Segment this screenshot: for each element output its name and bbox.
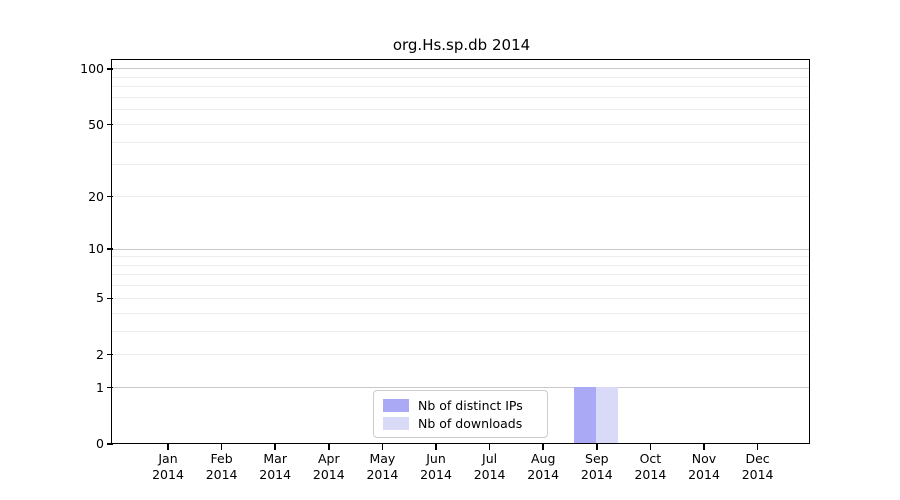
plot-area (111, 59, 811, 445)
gridline-minor (112, 196, 810, 198)
x-tick (167, 444, 169, 450)
gridline-major (112, 387, 810, 389)
x-tick-year: 2014 (259, 467, 292, 482)
x-tick-month: Apr (317, 451, 340, 466)
gridline-minor (112, 141, 810, 143)
x-tick-year: 2014 (634, 467, 667, 482)
x-tick-label: Apr 2014 (297, 451, 361, 483)
gridline-minor (112, 164, 810, 166)
y-tick (107, 68, 113, 70)
y-tick-label: 50 (88, 116, 104, 132)
gridline-major (112, 68, 810, 70)
x-tick (328, 444, 330, 450)
y-tick-label: 20 (88, 188, 104, 204)
legend-swatch-downloads (383, 416, 409, 430)
gridline-minor (112, 256, 810, 258)
x-tick (703, 444, 705, 450)
x-tick-year: 2014 (152, 467, 184, 482)
x-tick-year: 2014 (366, 467, 399, 482)
gridline-minor (112, 285, 810, 287)
legend-swatch-distinct-ips (383, 398, 409, 412)
x-tick-year: 2014 (741, 467, 774, 482)
x-tick-year: 2014 (205, 467, 238, 482)
x-tick-month: Feb (210, 451, 233, 466)
bar-distinct-ips (574, 387, 597, 444)
x-tick-label: Mar 2014 (243, 451, 307, 483)
x-tick-month: Nov (691, 451, 717, 466)
x-tick-month: Sep (585, 451, 609, 466)
x-tick-month: Mar (263, 451, 287, 466)
y-tick (107, 248, 113, 250)
gridline-minor (112, 76, 810, 78)
y-tick (107, 123, 113, 126)
legend-item-distinct-ips: Nb of distinct IPs (383, 398, 547, 413)
y-tick-label: 100 (80, 61, 104, 76)
y-tick (107, 443, 113, 445)
y-tick-label: 1 (96, 379, 104, 395)
x-tick-label: Jul 2014 (458, 451, 522, 483)
gridline-minor (112, 354, 810, 356)
x-tick (381, 444, 384, 450)
x-tick-year: 2014 (688, 467, 720, 482)
x-tick-month: Jan (158, 451, 178, 466)
gridline-minor (112, 297, 810, 299)
x-tick-month: Jun (426, 451, 446, 466)
x-tick-label: Feb 2014 (190, 451, 254, 483)
y-tick-label: 5 (96, 290, 104, 306)
y-tick (107, 195, 113, 198)
x-tick-month: Oct (639, 451, 662, 466)
x-tick-year: 2014 (527, 467, 560, 482)
gridline-major (112, 248, 810, 250)
gridline-minor (112, 330, 810, 332)
legend-item-downloads: Nb of downloads (383, 416, 547, 431)
x-tick-label: Sep 2014 (565, 451, 629, 483)
x-tick (220, 444, 223, 450)
x-tick-label: Jun 2014 (404, 451, 468, 483)
y-tick (107, 297, 113, 300)
bar-downloads (596, 387, 619, 444)
gridline-minor (112, 274, 810, 276)
legend: Nb of distinct IPs Nb of downloads (373, 390, 548, 438)
x-tick (488, 444, 491, 450)
x-tick (649, 444, 652, 450)
x-tick-label: Jan 2014 (136, 451, 200, 483)
x-tick-year: 2014 (312, 467, 345, 482)
gridline-minor (112, 264, 810, 266)
x-tick-label: Nov 2014 (672, 451, 736, 483)
x-tick-label: May 2014 (350, 451, 414, 483)
x-tick (435, 444, 437, 450)
x-tick (542, 444, 544, 450)
x-tick-month: May (369, 451, 396, 466)
y-tick-label: 10 (88, 241, 104, 257)
gridline-minor (112, 97, 810, 99)
x-tick-month: Aug (530, 451, 556, 466)
x-tick-label: Oct 2014 (618, 451, 682, 483)
x-tick-year: 2014 (420, 467, 452, 482)
gridline-minor (112, 109, 810, 111)
y-tick-label: 2 (96, 346, 104, 362)
y-tick (107, 386, 113, 389)
gridline-minor (112, 123, 810, 125)
y-tick (107, 353, 113, 356)
x-tick-label: Dec 2014 (726, 451, 790, 483)
legend-label-downloads: Nb of downloads (418, 415, 523, 431)
chart-title: org.Hs.sp.db 2014 (392, 36, 531, 54)
x-tick-month: Jul (482, 451, 498, 466)
x-tick-year: 2014 (473, 467, 506, 482)
y-tick-label: 0 (96, 436, 104, 451)
x-tick-month: Dec (745, 451, 770, 466)
x-tick-year: 2014 (580, 467, 613, 482)
gridline-minor (112, 86, 810, 88)
x-tick-label: Aug 2014 (511, 451, 575, 483)
gridline-minor (112, 312, 810, 314)
x-tick (274, 444, 276, 450)
x-tick (596, 444, 598, 450)
legend-label-distinct-ips: Nb of distinct IPs (418, 397, 523, 413)
x-tick (756, 444, 759, 450)
